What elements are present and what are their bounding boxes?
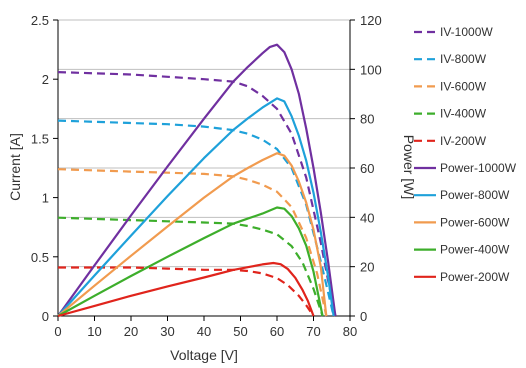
x-tick-label: 10 [87, 324, 101, 339]
series-line-iv-600w [57, 168, 328, 317]
left-y-tick-label: 0 [42, 309, 49, 324]
left-y-tick-label: 1 [42, 191, 49, 206]
legend-label-iv-400w: IV-400W [440, 107, 487, 121]
x-axis-ticks: 0 10 20 30 40 50 60 70 80 [54, 316, 357, 339]
left-y-axis-ticks: 0 0.5 1 1.5 2 2.5 [31, 13, 58, 324]
right-y-tick-label: 40 [360, 210, 374, 225]
legend-label-power-200w: Power-200W [440, 270, 510, 284]
left-y-tick-label: 2 [42, 72, 49, 87]
right-y-tick-label: 120 [360, 13, 382, 28]
series-line-iv-800w [57, 119, 335, 317]
series-line-iv-200w [58, 266, 315, 317]
x-tick-label: 30 [160, 324, 174, 339]
right-y-tick-label: 0 [360, 309, 367, 324]
x-tick-label: 20 [124, 324, 138, 339]
x-tick-label: 50 [233, 324, 247, 339]
x-tick-label: 80 [343, 324, 357, 339]
x-tick-label: 0 [54, 324, 61, 339]
right-y-tick-label: 80 [360, 112, 374, 127]
series-lines [57, 43, 337, 318]
legend-label-iv-1000w: IV-1000W [440, 25, 493, 39]
series-line-power-200w [57, 261, 315, 318]
series-line-power-800w [57, 97, 335, 317]
left-y-tick-label: 2.5 [31, 13, 49, 28]
right-y-tick-label: 100 [360, 62, 382, 77]
left-y-tick-label: 1.5 [31, 131, 49, 146]
legend-label-iv-800w: IV-800W [440, 52, 487, 66]
right-y-tick-label: 20 [360, 260, 374, 275]
legend-label-power-400w: Power-400W [440, 243, 510, 257]
series-line-power-400w [57, 206, 324, 317]
left-y-axis-label: Current [A] [7, 133, 23, 201]
legend-label-power-600w: Power-600W [440, 215, 510, 229]
legend-label-power-1000w: Power-1000W [440, 161, 517, 175]
x-axis-label: Voltage [V] [170, 347, 238, 363]
series-line-iv-1000w [57, 71, 337, 317]
left-y-tick-label: 0.5 [31, 250, 49, 265]
horizontal-gridlines [58, 19, 350, 317]
right-y-axis-label: Power [W] [401, 135, 417, 200]
legend-label-iv-600w: IV-600W [440, 79, 487, 93]
right-y-axis-ticks: 0 20 40 60 80 100 120 [350, 13, 382, 324]
series-line-power-1000w [57, 43, 337, 317]
legend-label-power-800w: Power-800W [440, 188, 510, 202]
right-y-tick-label: 60 [360, 161, 374, 176]
x-tick-label: 60 [270, 324, 284, 339]
legend: IV-1000W IV-800W IV-600W IV-400W IV-200W Powe… [414, 25, 517, 284]
series-line-power-600w [57, 152, 328, 317]
legend-label-iv-200w: IV-200W [440, 134, 487, 148]
x-tick-label: 40 [197, 324, 211, 339]
x-tick-label: 70 [306, 324, 320, 339]
